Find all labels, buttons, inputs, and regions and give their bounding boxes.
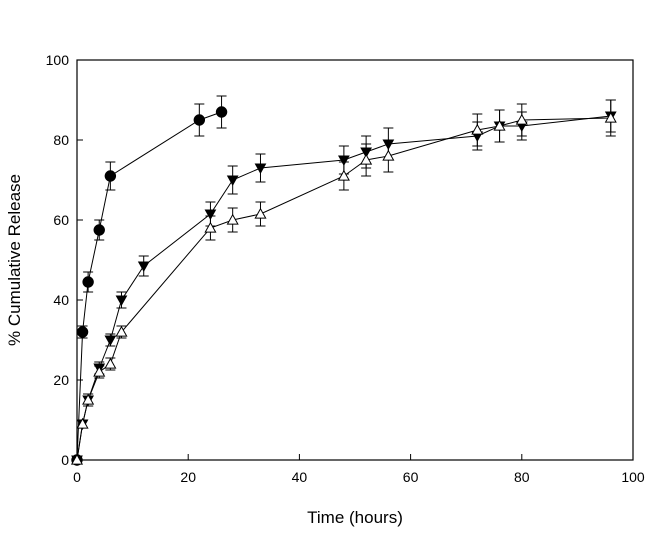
series-2 xyxy=(71,99,617,467)
series-3-point-3 xyxy=(93,365,106,377)
series-3-line xyxy=(76,117,611,461)
series-group xyxy=(70,95,617,467)
x-axis-label: Time (hours) xyxy=(307,508,403,527)
series-3-point-2 xyxy=(82,393,95,405)
series-1-point-2 xyxy=(82,276,94,288)
y-axis-label: % Cumulative Release xyxy=(5,174,24,346)
series-1-point-3 xyxy=(93,224,105,236)
series-2-point-4 xyxy=(104,335,117,347)
series-3-point-5 xyxy=(115,325,128,337)
series-2-point-10 xyxy=(338,155,350,167)
series-3-point-11 xyxy=(382,149,395,161)
y-tick-label-1: 20 xyxy=(53,372,69,388)
y-tick-label-5: 100 xyxy=(46,52,70,68)
series-3-point-6 xyxy=(204,221,217,233)
series-1-line xyxy=(76,111,222,461)
x-tick-label-3: 60 xyxy=(403,469,419,485)
series-2-point-5 xyxy=(115,295,128,307)
series-3-point-1 xyxy=(76,417,89,429)
series-3-point-9 xyxy=(337,169,350,181)
series-3-point-12 xyxy=(471,123,484,135)
series-2-point-7 xyxy=(204,209,217,221)
series-3-point-8 xyxy=(254,207,267,219)
x-tick-label-0: 0 xyxy=(73,469,81,485)
y-tick-label-0: 0 xyxy=(61,452,69,468)
series-3-point-10 xyxy=(360,153,373,165)
x-tick-label-5: 100 xyxy=(621,469,645,485)
y-tick-label-3: 60 xyxy=(53,212,69,228)
series-2-point-8 xyxy=(226,175,239,187)
series-1 xyxy=(71,95,228,466)
plot-frame xyxy=(76,59,634,461)
axis-ticks: 0 20 40 60 80 100 0 20 40 60 80 100 xyxy=(46,52,645,485)
series-3-point-14 xyxy=(515,113,528,125)
series-3-point-0 xyxy=(70,453,84,465)
series-3-point-4 xyxy=(104,357,117,369)
series-3-point-7 xyxy=(226,213,239,225)
x-tick-label-1: 20 xyxy=(180,469,196,485)
series-3-point-13 xyxy=(493,119,506,131)
series-3 xyxy=(70,99,617,465)
y-tick-label-4: 80 xyxy=(53,132,69,148)
x-tick-label-2: 40 xyxy=(292,469,308,485)
series-3-point-15 xyxy=(604,111,617,123)
series-2-point-9 xyxy=(254,163,267,175)
series-1-point-4 xyxy=(104,170,117,182)
y-tick-label-2: 40 xyxy=(53,292,69,308)
x-tick-label-4: 80 xyxy=(514,469,530,485)
series-1-point-6 xyxy=(215,106,228,118)
series-1-point-5 xyxy=(193,114,206,126)
series-2-point-6 xyxy=(137,261,150,273)
series-1-point-1 xyxy=(76,326,89,338)
